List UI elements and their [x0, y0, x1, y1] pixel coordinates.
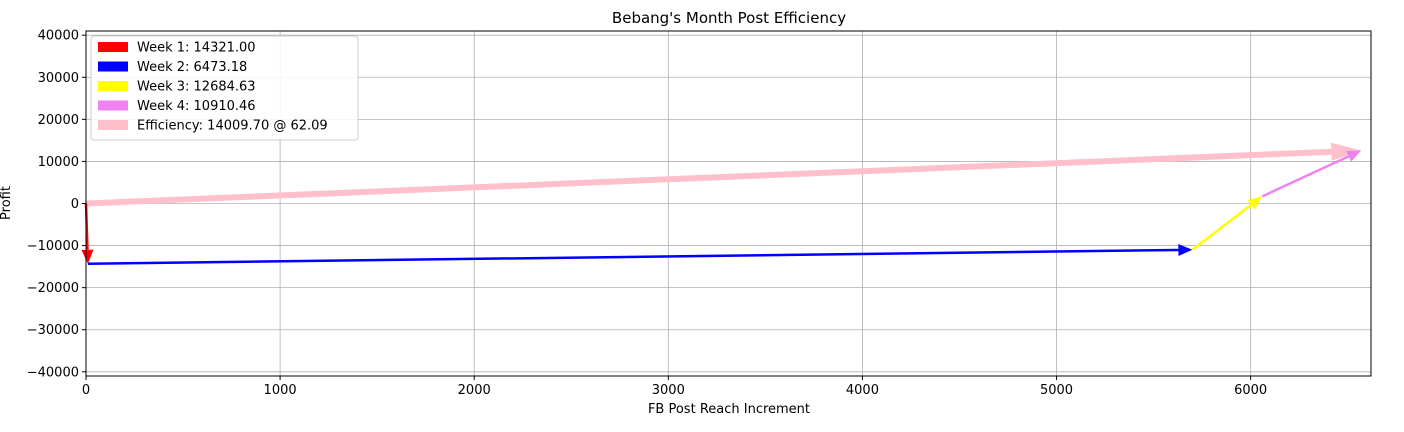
- x-tick-label: 1000: [264, 383, 297, 398]
- x-tick-label: 3000: [652, 383, 685, 398]
- y-tick-label: −10000: [27, 239, 79, 254]
- x-tick-label: 2000: [458, 383, 491, 398]
- series-arrow-week-4: [1261, 150, 1362, 198]
- y-tick-label: −30000: [27, 323, 79, 338]
- legend-label: Efficiency: 14009.70 @ 62.09: [137, 119, 328, 134]
- y-axis-label: Profit: [0, 186, 14, 220]
- legend-label: Week 3: 12684.63: [137, 80, 256, 95]
- y-tick-label: 40000: [38, 29, 79, 44]
- legend-item: Week 1: 14321.00: [98, 41, 256, 56]
- y-tick-label: −20000: [27, 281, 79, 296]
- legend-swatch: [98, 61, 128, 72]
- legend-label: Week 2: 6473.18: [137, 60, 247, 75]
- legend-item: Week 4: 10910.46: [98, 99, 256, 114]
- legend-item: Efficiency: 14009.70 @ 62.09: [98, 119, 328, 134]
- y-tick-label: 30000: [38, 71, 79, 86]
- series-layer: [81, 142, 1362, 266]
- y-tick-label: 10000: [38, 155, 79, 170]
- y-tick-label: −40000: [27, 365, 79, 380]
- legend: Week 1: 14321.00 Week 2: 6473.18 Week 3: 1…: [90, 35, 359, 141]
- x-axis-label: FB Post Reach Increment: [648, 402, 810, 417]
- y-axis: −40000 −30000 −20000 −10000 0 10000 20000 30000…: [27, 29, 86, 380]
- legend-item: Week 2: 6473.18: [98, 60, 247, 75]
- x-tick-label: 4000: [846, 383, 879, 398]
- y-tick-label: 0: [71, 197, 79, 212]
- legend-label: Week 1: 14321.00: [137, 41, 256, 56]
- legend-swatch: [98, 81, 128, 91]
- x-tick-label: 6000: [1234, 383, 1267, 398]
- series-arrow-efficiency: [85, 142, 1362, 207]
- legend-item: Week 3: 12684.63: [98, 80, 256, 95]
- y-tick-label: 20000: [38, 113, 79, 128]
- legend-swatch: [98, 100, 128, 111]
- legend-label: Week 4: 10910.46: [137, 99, 256, 114]
- chart-title: Bebang's Month Post Efficiency: [612, 9, 846, 27]
- x-tick-label: 0: [82, 383, 90, 398]
- legend-swatch: [98, 42, 128, 52]
- series-arrow-week-2: [87, 244, 1193, 266]
- series-arrow-week-1: [81, 203, 94, 264]
- series-arrow-week-3: [1191, 196, 1263, 251]
- x-tick-label: 5000: [1040, 383, 1073, 398]
- legend-box: [90, 35, 359, 141]
- legend-swatch: [98, 120, 128, 130]
- x-axis: 0 1000 2000 3000 4000 5000 6000: [82, 376, 1267, 398]
